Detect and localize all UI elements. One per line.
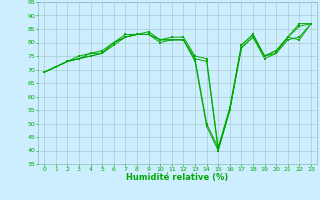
X-axis label: Humidité relative (%): Humidité relative (%) xyxy=(126,173,229,182)
